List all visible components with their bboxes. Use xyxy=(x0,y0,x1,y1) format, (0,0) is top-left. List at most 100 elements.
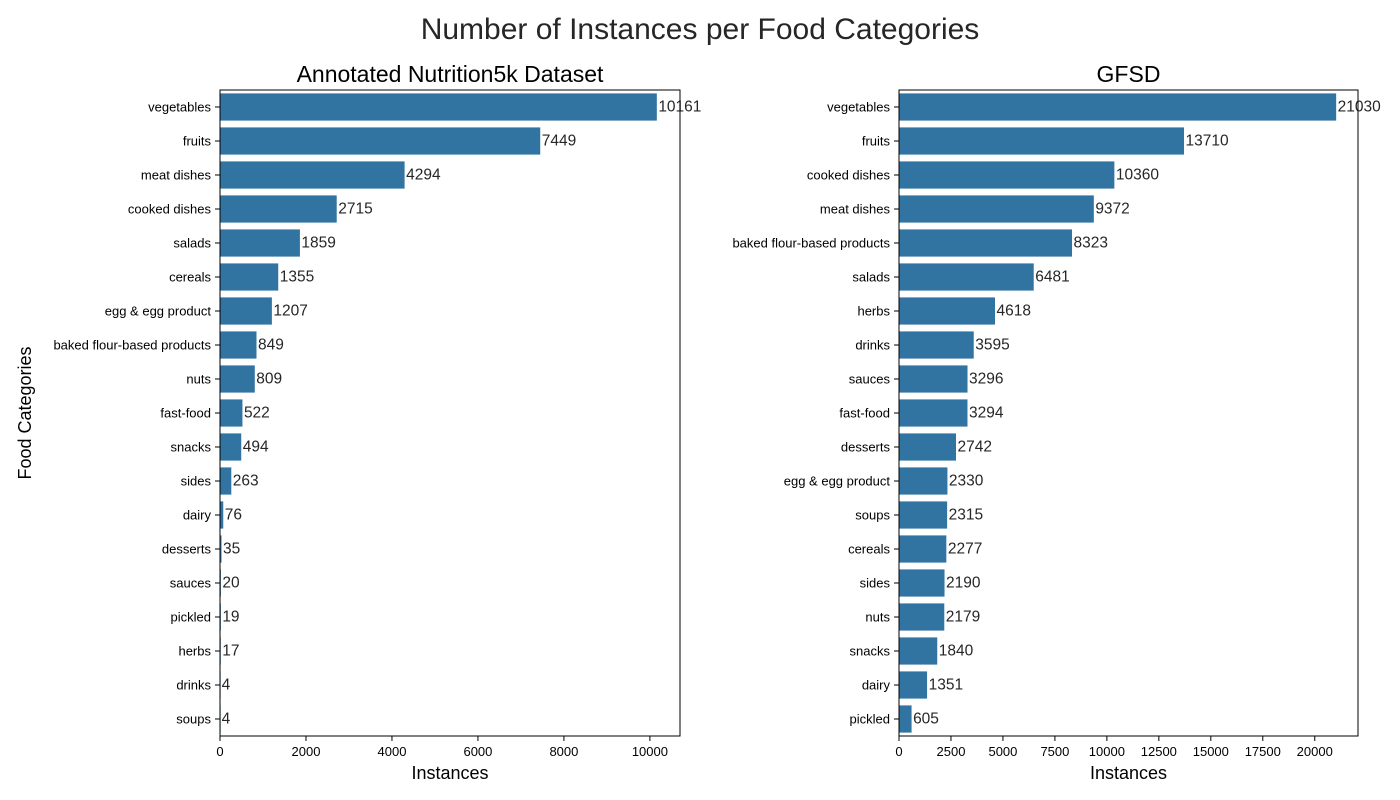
panel-2-axes-frame xyxy=(898,89,1359,737)
panel-1-bar xyxy=(220,433,242,461)
panel-2-category-label: drinks xyxy=(855,338,890,353)
panel-1-category-label: salads xyxy=(173,236,211,251)
panel-1-value-label: 809 xyxy=(256,371,282,388)
panel-2-category-label: fruits xyxy=(862,134,891,149)
panel-1-bar xyxy=(220,263,279,291)
panel-1-category-label: fast-food xyxy=(160,406,211,421)
panel-2-bar xyxy=(899,569,945,597)
panel-2-category-label: meat dishes xyxy=(820,202,891,217)
panel-2-xtick-label: 2500 xyxy=(937,744,966,759)
panel-1-category-label: fruits xyxy=(183,134,212,149)
panel-2-value-label: 13710 xyxy=(1186,133,1229,150)
panel-2-value-label: 3296 xyxy=(969,371,1003,388)
panel-2-bar xyxy=(899,263,1034,291)
panel-1-category-label: soups xyxy=(176,712,211,727)
panel-2-xtick-label: 15000 xyxy=(1193,744,1229,759)
panel-2-category-label: vegetables xyxy=(827,100,890,115)
panel-1-category-label: cooked dishes xyxy=(128,202,212,217)
panel-2-category-label: sauces xyxy=(849,372,891,387)
panel-1-bar xyxy=(220,331,257,359)
panel-1-category-label: desserts xyxy=(162,542,212,557)
panel-1-value-label: 263 xyxy=(233,473,259,490)
panel-1-value-label: 4294 xyxy=(406,167,441,184)
panel-2-category-label: baked flour-based products xyxy=(732,236,890,251)
panel-2-bar xyxy=(899,365,968,393)
figure-title: Number of Instances per Food Categories xyxy=(421,13,980,46)
panel-2-bar xyxy=(899,93,1337,121)
panel-1-value-label: 1207 xyxy=(273,303,307,320)
panel-2-bar xyxy=(899,467,948,495)
panel-1-value-label: 20 xyxy=(222,575,240,592)
panel-1-value-label: 4 xyxy=(222,711,231,728)
panel-2-category-label: nuts xyxy=(865,610,890,625)
panel-2-value-label: 3294 xyxy=(969,405,1004,422)
panel-1-bar xyxy=(220,127,541,155)
panel-1-bar xyxy=(220,93,657,121)
panel-2-bar xyxy=(899,399,968,427)
panel-1-xtick-label: 8000 xyxy=(549,744,578,759)
panel-1-value-label: 19 xyxy=(222,609,239,626)
panel-1-value-label: 2715 xyxy=(338,201,372,218)
panel-2-value-label: 1351 xyxy=(929,677,963,694)
panel-1-bar xyxy=(220,399,243,427)
panel-1-xtick-label: 10000 xyxy=(632,744,668,759)
panel-2-xtick-label: 7500 xyxy=(1040,744,1069,759)
panel-2-xlabel: Instances xyxy=(1090,763,1167,783)
panel-1-value-label: 522 xyxy=(244,405,270,422)
panel-2-category-label: sides xyxy=(860,576,891,591)
panel-1-category-label: pickled xyxy=(171,610,211,625)
panel-1-xtick-label: 0 xyxy=(216,744,223,759)
panel-2-value-label: 2742 xyxy=(958,439,992,456)
panel-2-bar xyxy=(899,603,945,631)
panel-2-value-label: 2330 xyxy=(949,473,984,490)
panel-2-value-label: 21030 xyxy=(1338,99,1381,116)
panel-2-bar xyxy=(899,501,948,529)
panel-1-xtick-label: 2000 xyxy=(292,744,321,759)
panel-2-bar xyxy=(899,127,1185,155)
panel-2-xtick-label: 12500 xyxy=(1141,744,1177,759)
panel-2-category-label: cereals xyxy=(848,542,890,557)
panel-2-value-label: 4618 xyxy=(996,303,1030,320)
panel-1-axes-frame xyxy=(219,89,681,737)
panel-1-category-label: egg & egg product xyxy=(105,304,212,319)
panel-1-category-label: sides xyxy=(181,474,212,489)
panel-2-category-label: soups xyxy=(855,508,890,523)
panel-2-xtick-label: 17500 xyxy=(1245,744,1281,759)
panel-2-value-label: 6481 xyxy=(1035,269,1069,286)
panel-2-value-label: 3595 xyxy=(975,337,1009,354)
panel-2-bar xyxy=(899,671,928,699)
panel-2-bar xyxy=(899,195,1094,223)
panel-2-value-label: 1840 xyxy=(939,643,974,660)
panel-2-xtick-label: 20000 xyxy=(1297,744,1333,759)
panel-2-bar xyxy=(899,433,957,461)
panel-2-category-label: snacks xyxy=(850,644,891,659)
panel-2-xtick-label: 5000 xyxy=(988,744,1017,759)
panel-1-value-label: 849 xyxy=(258,337,284,354)
panel-2-category-label: herbs xyxy=(857,304,890,319)
panel-2-value-label: 9372 xyxy=(1095,201,1129,218)
panel-1-bar xyxy=(220,501,224,529)
panel-2-value-label: 2277 xyxy=(948,541,982,558)
panel-1-category-label: baked flour-based products xyxy=(53,338,211,353)
panel-2-category-label: salads xyxy=(852,270,890,285)
panel-1-xtick-label: 6000 xyxy=(463,744,492,759)
panel-2-category-label: fast-food xyxy=(839,406,890,421)
panel-1-value-label: 494 xyxy=(243,439,269,456)
panel-1-value-label: 35 xyxy=(223,541,240,558)
panel-1-bar xyxy=(220,365,255,393)
panel-2-category-label: pickled xyxy=(850,712,890,727)
panel-1-bar xyxy=(220,161,405,189)
panel-1-value-label: 1859 xyxy=(301,235,335,252)
panel-2-bar xyxy=(899,637,938,665)
panel-1-bar xyxy=(220,535,222,563)
panel-1-category-label: nuts xyxy=(186,372,211,387)
panel-2-category-label: cooked dishes xyxy=(807,168,891,183)
panel-1-category-label: drinks xyxy=(176,678,211,693)
panel-2-value-label: 2179 xyxy=(946,609,980,626)
panel-1-ylabel: Food Categories xyxy=(15,346,35,479)
panel-1-bar xyxy=(220,195,337,223)
panel-1-xtick-label: 4000 xyxy=(378,744,407,759)
panel-2-bar xyxy=(899,535,947,563)
